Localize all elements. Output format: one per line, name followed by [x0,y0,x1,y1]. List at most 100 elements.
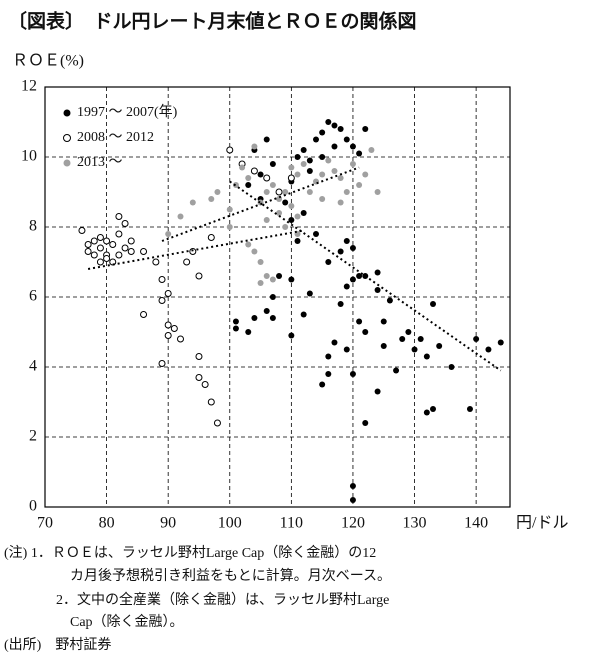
chart-title: 〔図表〕 ドル円レート月末値とＲＯＥの関係図 [8,10,417,33]
point [294,238,301,244]
y-tick-label: 12 [21,78,37,95]
point [269,182,276,188]
point [319,154,326,160]
point [362,329,369,335]
point [164,290,172,297]
point [177,213,184,220]
point [325,259,332,265]
point [251,248,258,255]
point [207,234,215,241]
point [164,332,172,339]
point [356,318,363,325]
point [349,483,356,489]
legend-label: 2013 ～ [77,155,123,170]
point [325,371,332,377]
point [276,210,283,216]
x-tick-label: 100 [218,515,242,532]
legend-marker [63,159,71,167]
point [214,189,221,195]
point [380,343,387,349]
point [84,248,92,255]
point [349,245,356,251]
legend-label: 2008 ～ 2012 [77,130,154,145]
point [96,244,104,252]
point [343,238,350,244]
point [158,297,166,304]
point [245,329,252,335]
point [96,234,104,241]
point [319,381,326,388]
point [282,189,289,195]
point [405,329,412,335]
note: 2．文中の全産業（除く金融）は、ラッセル野村Large [56,591,389,608]
point [300,161,307,167]
point [306,290,313,297]
point [208,196,215,202]
point [337,126,344,132]
point [165,231,172,237]
point [109,241,117,248]
point [448,364,455,370]
point [337,248,344,255]
point [294,154,301,160]
point [319,171,326,178]
x-tick-label: 70 [37,515,53,532]
note: Cap（除く金融）。 [70,614,184,630]
point [374,189,381,195]
point [257,171,264,178]
point [251,315,258,321]
point [337,199,344,206]
point [288,217,295,223]
point [140,248,148,255]
x-tick-label: 120 [341,515,365,532]
point [294,213,301,220]
point [331,339,338,346]
point [374,287,381,293]
point [325,119,332,125]
point [140,311,148,318]
point [232,182,239,188]
legend-label: 1997 ～ 2007(年) [77,104,178,120]
point [337,175,344,181]
point [349,161,356,167]
point [226,206,233,213]
point [319,129,326,136]
note: カ月後予想税引き利益をもとに計算。月次ベース。 [70,568,391,584]
legend-marker [63,134,71,142]
point [189,248,197,255]
point [349,497,356,503]
x-axis-label: 円/ドル [516,515,568,532]
point [288,276,295,283]
point [306,189,313,195]
point [386,297,393,304]
y-axis-label: ＲＯＥ(%) [12,53,84,70]
point [300,311,307,318]
point [325,353,332,360]
point [430,406,437,412]
point [195,353,203,360]
plot-frame [44,86,511,508]
point [343,189,350,195]
point [189,199,196,206]
point [430,301,437,307]
point [158,360,166,367]
point [207,398,215,406]
point [263,273,270,279]
point [362,420,369,426]
point [349,143,356,150]
point [84,241,92,248]
point [393,367,400,374]
point [294,171,301,178]
point [195,374,203,381]
point [96,258,104,266]
point [269,276,276,283]
point [121,244,129,252]
point [337,301,344,307]
point [103,255,111,262]
point [312,136,319,143]
point [374,269,381,276]
trend-line [87,229,304,270]
point [466,406,473,412]
trend-line [229,180,502,372]
